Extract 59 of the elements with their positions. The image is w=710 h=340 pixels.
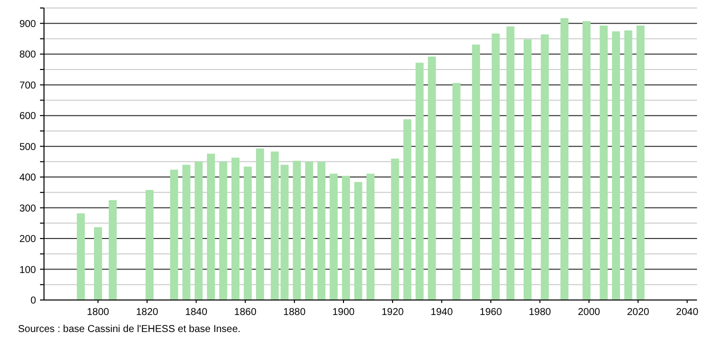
- bar: [540, 34, 549, 300]
- bar: [452, 83, 460, 300]
- bar: [76, 213, 85, 300]
- y-tick-label: 300: [19, 203, 36, 214]
- x-tick-label: 1860: [234, 307, 257, 318]
- bar: [636, 26, 645, 300]
- y-tick-label: 0: [30, 296, 36, 306]
- x-tick-label: 1920: [381, 307, 404, 318]
- bar: [624, 30, 632, 300]
- bar: [612, 31, 620, 300]
- y-tick-label: 200: [19, 234, 36, 246]
- x-tick-label: 1940: [430, 307, 454, 318]
- bar: [170, 170, 178, 300]
- bar: [94, 227, 102, 300]
- x-tick-label: 2020: [626, 307, 650, 318]
- x-tick-label: 1840: [185, 307, 208, 318]
- bar: [292, 160, 301, 300]
- y-tick-label: 600: [19, 111, 36, 122]
- x-tick-label: 1800: [86, 307, 110, 318]
- bar: [305, 162, 314, 300]
- y-tick-label: 900: [19, 18, 36, 30]
- bar: [256, 148, 264, 300]
- source-note: Sources : base Cassini de l'EHESS et base Insee.: [18, 324, 241, 335]
- bar: [366, 174, 374, 300]
- bar: [600, 26, 608, 300]
- y-tick-label: 500: [19, 142, 36, 153]
- bar: [403, 119, 412, 300]
- y-tick-label: 400: [19, 172, 36, 184]
- bar: [317, 162, 326, 300]
- bar: [524, 39, 532, 300]
- x-tick-label: 1900: [332, 307, 356, 318]
- bar: [194, 162, 203, 300]
- x-tick-label: 2000: [578, 307, 601, 318]
- y-tick-label: 100: [19, 264, 36, 276]
- bar: [244, 166, 252, 300]
- bar: [108, 200, 117, 300]
- x-tick-label: 1960: [480, 307, 502, 318]
- bar: [492, 34, 500, 300]
- bar: [416, 62, 424, 300]
- bar: [582, 21, 591, 300]
- x-tick-label: 1820: [136, 307, 159, 318]
- bar: [354, 182, 362, 300]
- bar: [560, 18, 568, 300]
- y-tick-label: 700: [19, 80, 36, 92]
- bar: [330, 174, 338, 300]
- bar: [146, 190, 154, 300]
- x-tick-label: 1880: [283, 307, 306, 318]
- bar: [428, 56, 436, 300]
- x-tick-label: 1980: [528, 307, 552, 318]
- bar: [472, 44, 480, 300]
- y-tick-label: 800: [19, 50, 36, 61]
- bar: [391, 158, 400, 300]
- bar: [342, 176, 350, 300]
- bar: [219, 162, 228, 300]
- bar: [206, 154, 215, 300]
- bar: [506, 26, 514, 300]
- x-tick-label: 2040: [676, 307, 699, 318]
- bar: [231, 158, 240, 300]
- bar: [182, 164, 190, 300]
